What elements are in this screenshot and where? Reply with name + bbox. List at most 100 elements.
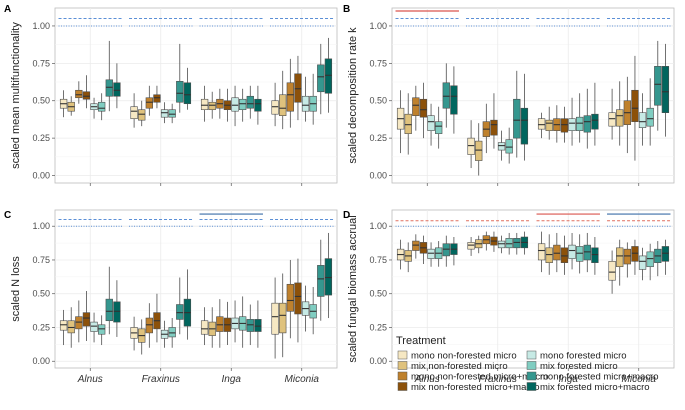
y-tick-label: 0.25 (32, 133, 50, 143)
y-tick-label: 0.00 (369, 356, 387, 366)
box (145, 97, 153, 109)
box (505, 139, 513, 154)
box (168, 327, 176, 338)
box (294, 73, 302, 103)
x-tick-label: Fraxinus (142, 374, 180, 385)
box (412, 240, 420, 251)
box (442, 243, 450, 257)
y-tick-label: 1.00 (369, 221, 387, 231)
y-tick-label: 0.75 (369, 255, 387, 265)
box (254, 319, 262, 332)
legend-entry-label: mix non-forested micro (411, 361, 508, 372)
box (67, 320, 75, 334)
plot-area (391, 7, 675, 184)
y-tick-label: 0.50 (369, 289, 387, 299)
box (520, 107, 529, 145)
box (301, 95, 310, 112)
box (412, 97, 420, 116)
panel-label: C (4, 210, 11, 221)
box (545, 247, 553, 263)
y-axis-label: scaled N loss (10, 256, 22, 322)
y-axis-label: scaled mean multifunctionality (10, 22, 22, 169)
y-tick-label: 1.00 (32, 221, 50, 231)
box (286, 283, 294, 312)
legend-entry-label: mix non-forested micro+macro (411, 382, 540, 393)
box (324, 258, 333, 296)
box (591, 113, 599, 130)
box (82, 312, 91, 327)
legend-entry-label: mono non-forested micro (411, 351, 517, 362)
y-tick-label: 0.75 (369, 58, 387, 68)
chart-panel-c: 0.00 0.25 0.50 0.75 1.00 Alnus Fraxinus Inga Mic… (4, 209, 338, 385)
box (153, 94, 161, 103)
plot-area (391, 209, 675, 369)
box (631, 246, 639, 262)
box (176, 304, 184, 320)
box (246, 95, 254, 109)
box (450, 85, 458, 115)
box (623, 248, 631, 265)
box (160, 109, 169, 118)
box (467, 137, 475, 155)
y-tick-label: 0.75 (32, 255, 50, 265)
box (513, 238, 521, 249)
box (130, 106, 138, 119)
box (661, 66, 670, 114)
x-tick-label: Inga (222, 374, 242, 385)
legend-entry-label: mix forested micro (540, 361, 618, 372)
box (435, 121, 443, 134)
y-tick-label: 0.25 (369, 133, 387, 143)
box (145, 317, 153, 334)
box (200, 98, 209, 111)
box (98, 101, 106, 112)
box (576, 116, 584, 131)
y-tick-label: 0.25 (369, 322, 387, 332)
box (537, 118, 546, 130)
box (646, 107, 654, 127)
box (583, 244, 591, 261)
box (608, 112, 616, 127)
box (419, 98, 428, 118)
legend-swatch (526, 371, 537, 381)
box (661, 246, 670, 262)
y-tick-label: 0.00 (32, 171, 50, 181)
box (591, 247, 599, 263)
box (105, 79, 113, 97)
box (231, 97, 239, 112)
box (475, 140, 483, 161)
box (254, 98, 262, 112)
box (208, 101, 216, 111)
box (286, 82, 294, 112)
legend-entry-label: mono non-forested micro+macro (411, 372, 549, 383)
box (442, 82, 450, 109)
box (82, 91, 91, 100)
box (560, 247, 569, 263)
box (576, 246, 584, 262)
box (568, 118, 576, 131)
box (271, 100, 279, 115)
x-tick-label: Miconia (285, 374, 320, 385)
legend-swatch (526, 350, 537, 360)
box (279, 94, 287, 116)
legend-entry-label: mix forested micro+macro (540, 382, 650, 393)
legend-swatch (526, 382, 537, 391)
box (246, 319, 254, 332)
x-tick-label: Alnus (414, 374, 440, 385)
box (200, 320, 209, 335)
x-tick-label: Inga (559, 374, 579, 385)
box (427, 115, 435, 131)
box (631, 89, 639, 122)
box (638, 255, 647, 270)
box (138, 109, 146, 121)
box (654, 66, 662, 106)
box (59, 320, 68, 331)
panel-label: B (343, 4, 350, 15)
y-axis-label: scaled decomposition rate k (347, 27, 359, 164)
y-tick-label: 0.00 (369, 171, 387, 181)
legend-entry-label: mono forested micro (540, 351, 627, 362)
y-axis-label: scaled fungal biomass accrual (347, 215, 359, 362)
box (176, 80, 184, 103)
box (537, 243, 546, 261)
